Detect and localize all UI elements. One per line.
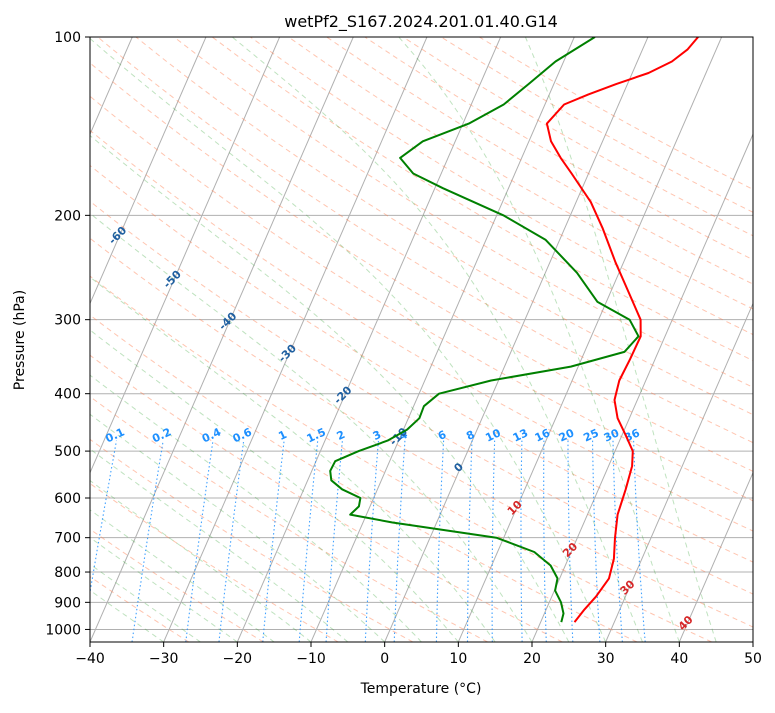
y-tick-label: 1000 — [45, 622, 81, 638]
x-tick-label: −40 — [75, 651, 105, 667]
x-tick-label: 30 — [597, 651, 615, 667]
y-tick-label: 400 — [54, 387, 81, 403]
x-tick-label: 40 — [670, 651, 688, 667]
x-tick-label: 0 — [380, 651, 389, 667]
x-tick-label: 20 — [523, 651, 541, 667]
chart-title: wetPf2_S167.2024.201.01.40.G14 — [284, 12, 558, 32]
y-tick-label: 100 — [54, 30, 81, 46]
y-tick-label: 800 — [54, 565, 81, 581]
y-tick-label: 600 — [54, 491, 81, 507]
x-axis-label: Temperature (°C) — [360, 681, 482, 697]
isotherm-label: -80 — [0, 131, 23, 154]
x-tick-label: −30 — [149, 651, 179, 667]
y-tick-label: 500 — [54, 444, 81, 460]
skewed-isotherm — [753, 37, 775, 642]
x-tick-label: −20 — [223, 651, 253, 667]
x-tick-label: 10 — [449, 651, 467, 667]
y-tick-label: 900 — [54, 595, 81, 611]
skewed-isotherm — [0, 37, 59, 642]
x-tick-label: −10 — [296, 651, 326, 667]
y-tick-label: 700 — [54, 531, 81, 547]
x-tick-label: 50 — [744, 651, 762, 667]
y-tick-label: 200 — [54, 208, 81, 224]
y-axis-label: Pressure (hPa) — [12, 290, 28, 390]
isotherm-label: -70 — [56, 171, 79, 194]
y-tick-label: 300 — [54, 313, 81, 329]
